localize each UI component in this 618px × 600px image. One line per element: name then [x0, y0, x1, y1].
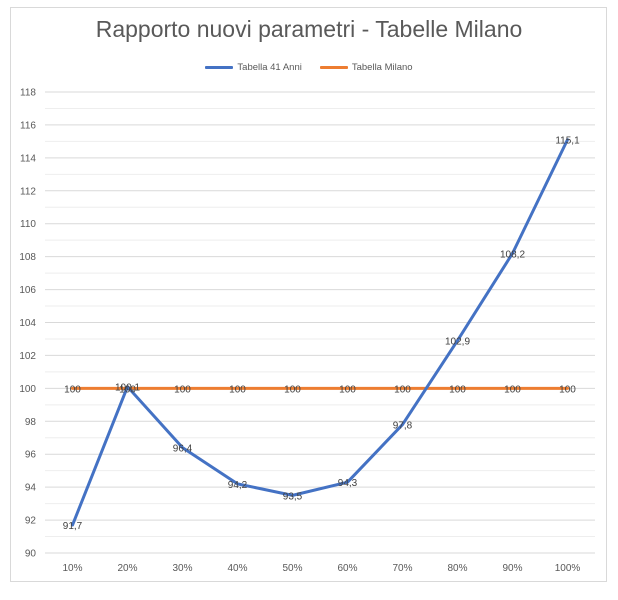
data-label-series-1: 94,2 — [228, 480, 248, 491]
x-tick-label: 90% — [502, 563, 522, 574]
legend-label-series-2: Tabella Milano — [351, 62, 413, 73]
x-tick-label: 10% — [62, 563, 82, 574]
data-label-series-2: 100 — [174, 384, 191, 395]
data-label-series-2: 100 — [119, 384, 136, 395]
x-tick-label: 60% — [337, 563, 357, 574]
data-label-series-2: 100 — [559, 384, 576, 395]
y-tick-label: 112 — [20, 186, 36, 197]
x-tick-label: 70% — [392, 563, 412, 574]
x-tick-label: 80% — [447, 563, 467, 574]
x-tick-label: 20% — [117, 563, 137, 574]
y-tick-label: 110 — [20, 219, 36, 230]
data-label-series-1: 100,1 — [115, 383, 140, 394]
data-label-series-1: 93,5 — [283, 491, 303, 502]
y-tick-label: 108 — [19, 252, 36, 263]
data-label-series-1: 115,1 — [555, 136, 580, 147]
series-line-1 — [71, 138, 569, 527]
data-label-series-1: 91,7 — [63, 521, 83, 532]
y-tick-label: 102 — [19, 351, 36, 362]
y-tick-label: 100 — [19, 384, 36, 395]
data-label-series-2: 100 — [229, 384, 246, 395]
x-tick-label: 40% — [227, 563, 247, 574]
data-label-series-1: 97,8 — [393, 421, 413, 432]
data-label-series-2: 100 — [284, 384, 301, 395]
y-tick-label: 114 — [20, 153, 36, 164]
data-label-series-1: 102,9 — [445, 337, 470, 348]
data-label-series-2: 100 — [394, 384, 411, 395]
y-tick-label: 96 — [25, 450, 37, 461]
chart-title: Rapporto nuovi parametri - Tabelle Milan… — [95, 16, 523, 42]
y-tick-label: 118 — [20, 88, 36, 99]
legend-label-series-1: Tabella 41 Anni — [237, 62, 302, 73]
data-label-series-1: 108,2 — [500, 249, 525, 260]
x-tick-label: 30% — [172, 563, 192, 574]
legend: Tabella 41 Anni Tabella Milano — [0, 62, 618, 73]
y-tick-label: 104 — [19, 318, 36, 329]
y-tick-label: 94 — [25, 483, 37, 494]
y-tick-label: 106 — [19, 285, 36, 296]
chart-frame — [10, 7, 607, 582]
x-tick-label: 100% — [555, 563, 581, 574]
data-label-series-1: 96,4 — [173, 444, 193, 455]
data-label-series-2: 100 — [64, 384, 81, 395]
y-tick-label: 90 — [25, 549, 37, 560]
y-tick-label: 116 — [20, 120, 36, 131]
x-tick-label: 50% — [282, 563, 302, 574]
data-label-series-2: 100 — [339, 384, 356, 395]
legend-swatch-series-2 — [319, 66, 348, 69]
legend-swatch-series-1 — [205, 66, 234, 69]
data-label-series-1: 94,3 — [338, 478, 358, 489]
y-tick-label: 98 — [25, 417, 37, 428]
data-label-series-2: 100 — [504, 384, 521, 395]
legend-item-series-1: Tabella 41 Anni — [205, 62, 302, 73]
data-label-series-2: 100 — [449, 384, 466, 395]
y-tick-label: 92 — [25, 516, 37, 527]
legend-item-series-2: Tabella Milano — [319, 62, 413, 73]
